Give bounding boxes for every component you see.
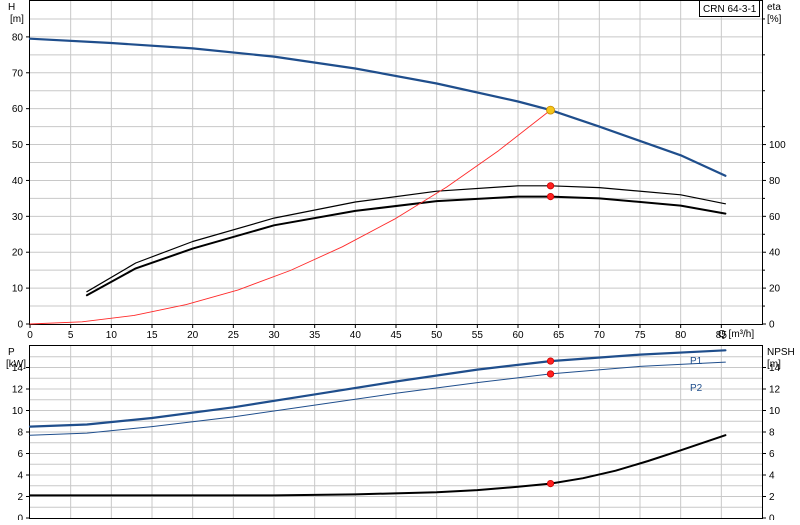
right-axis-tick-label: 6 [769,449,775,460]
x-axis-tick-label: 5 [68,330,74,341]
npsh-axis-title: NPSH [767,347,795,358]
right-axis-tick-label: 8 [769,428,775,439]
operating-point-marker [546,182,555,190]
x-axis-tick-label: 70 [594,330,606,341]
right-axis-tick-label: 100 [769,140,786,151]
x-axis-tick-label: 10 [106,330,118,341]
top-operating-points [546,105,555,201]
series-line-eta-lower [85,195,727,297]
power-axis-unit: [kW] [6,359,26,370]
x-axis-tick-label: 65 [553,330,565,341]
x-axis-tick-label: 30 [268,330,280,341]
left-axis-tick-label: 10 [12,406,24,417]
right-axis-tick-label: 20 [769,284,781,295]
right-axis-tick-label: 12 [769,385,781,396]
x-axis-tick-label: 25 [228,330,240,341]
left-axis-tick-label: 2 [17,492,23,503]
left-axis-tick-label: 30 [12,212,24,223]
bottom-series-group [28,349,727,497]
right-axis-tick-label: 14 [769,363,781,374]
power-axis-title: P [8,347,15,358]
operating-point-marker [546,357,555,365]
p2-series-label: P2 [690,383,703,394]
left-axis-tick-label: 12 [12,385,24,396]
right-axis-tick-label: 4 [769,471,775,482]
right-axis-tick-label: 0 [769,320,775,331]
model-label: CRN 64-3-1 [703,4,757,15]
x-axis-tick-label: 80 [675,330,687,341]
x-axis-tick-label: 60 [512,330,524,341]
series-line-eta-upper [86,185,727,293]
top-tick-labels: 0 10 20 30 40 50 60 70 80 0 20 40 60 80 100 0 5 10 15 20 25 3… [12,18,786,341]
left-axis-tick-label: 60 [12,104,24,115]
left-axis-tick-label: 20 [12,248,24,259]
operating-point-marker [546,479,555,488]
right-axis-tick-label: 40 [769,248,781,259]
x-axis-tick-label: 35 [309,330,321,341]
top-series-group [28,37,727,325]
operating-point-marker [546,370,555,378]
model-label-box [699,0,760,17]
series-line-npsh [29,434,727,497]
left-axis-tick-label: 8 [17,428,23,439]
bottom-operating-points [546,357,555,488]
left-axis-tick-label: 40 [12,176,24,187]
bottom-grid [30,346,762,518]
left-axis-tick-label: 80 [12,32,24,43]
left-axis-tick-label: 0 [17,320,23,331]
operating-point-marker [546,192,555,201]
x-axis-tick-label: 85 [716,330,728,341]
x-axis-tick-label: 40 [350,330,362,341]
series-line-system-curve [29,109,551,325]
head-axis-unit: [m] [10,14,24,25]
flow-axis-label: Q [m³/h] [718,329,754,340]
right-axis-tick-label: 10 [769,406,781,417]
right-axis-tick-label: 2 [769,492,775,503]
x-axis-tick-label: 15 [146,330,158,341]
right-axis-tick-label: 0 [769,514,775,521]
head-axis-title: H [8,2,15,13]
left-axis-tick-label: 4 [17,471,23,482]
eta-axis-title: eta [767,2,781,13]
series-line-p1 [28,349,727,428]
right-axis-tick-label: 60 [769,212,781,223]
right-axis-tick-label: 80 [769,176,781,187]
left-axis-tick-label: 0 [17,514,23,521]
top-grid [30,1,762,324]
series-line-p2 [29,361,726,436]
bottom-tick-labels: 0 2 4 6 8 10 12 14 0 2 4 6 8 10 12 14 [12,363,781,525]
left-axis-tick-label: 10 [12,284,24,295]
left-axis-tick-label: 70 [12,68,24,79]
eta-axis-unit: [%] [767,14,782,25]
x-axis-tick-label: 75 [634,330,646,341]
series-line-head [28,37,727,177]
left-axis-tick-label: 50 [12,140,24,151]
x-axis-tick-label: 50 [431,330,443,341]
p1-series-label: P1 [690,356,703,367]
x-axis-tick-label: 55 [472,330,484,341]
operating-point-marker [546,105,555,115]
left-axis-tick-label: 14 [12,363,24,374]
left-axis-tick-label: 6 [17,449,23,460]
x-axis-tick-label: 20 [187,330,199,341]
x-axis-tick-label: 0 [27,330,33,341]
x-axis-tick-label: 45 [390,330,402,341]
npsh-axis-unit: [m] [767,359,781,370]
